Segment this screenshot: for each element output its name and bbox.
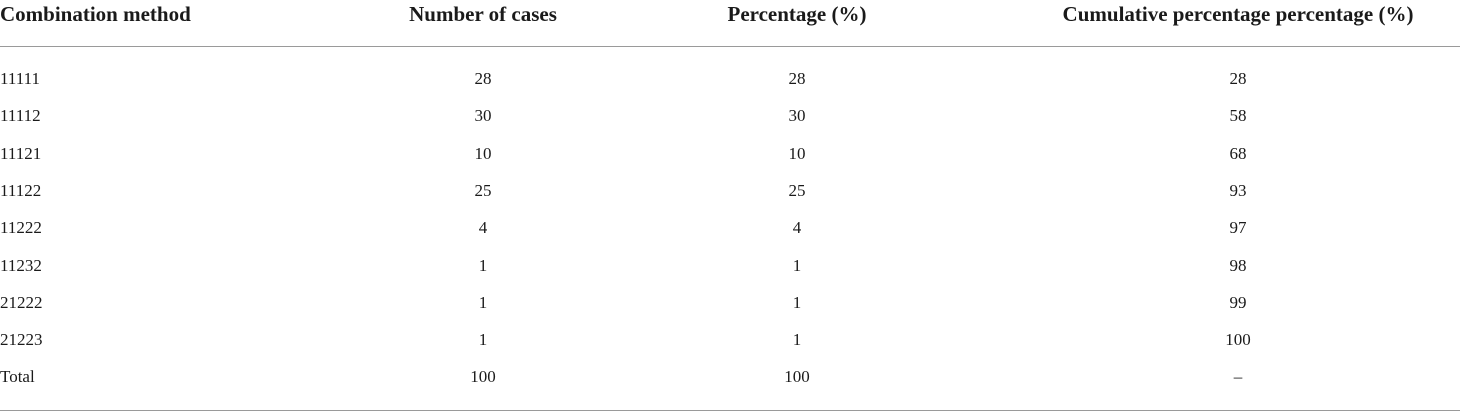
table-cell: 1: [792, 330, 802, 350]
table-cell: 4: [792, 218, 802, 238]
table-cell: 25: [788, 180, 806, 200]
table-cell: 11111: [0, 69, 40, 88]
table-cell: 10: [474, 143, 492, 163]
table-cell: 1: [792, 255, 802, 275]
table-cell: 100: [470, 367, 496, 387]
table-cell: 30: [788, 106, 806, 126]
column-header: Percentage (%): [727, 2, 867, 26]
table-cell: 21223: [0, 330, 43, 350]
column-header: Combination method: [0, 2, 191, 26]
table-cell: 98: [1229, 255, 1247, 275]
table-cell: 28: [474, 69, 492, 88]
table-cell: 1: [792, 292, 802, 312]
table-cell: 21222: [0, 292, 43, 312]
table-cell: 11112: [0, 106, 41, 126]
table-cell: 100: [784, 367, 810, 387]
table-cell: 11121: [0, 143, 42, 163]
bottom-rule: [0, 410, 1460, 411]
table-cell: 97: [1229, 218, 1247, 238]
table-cell: 25: [474, 180, 492, 200]
table-cell: 30: [474, 106, 492, 126]
table-cell: 11232: [0, 255, 42, 275]
table-cell: 68: [1229, 143, 1247, 163]
table-cell: 11222: [0, 218, 42, 238]
table-cell: 4: [478, 218, 488, 238]
header-rule: [0, 46, 1460, 47]
table-cell: 28: [1229, 69, 1247, 88]
column-header: Cumulative percentage percentage (%): [1062, 2, 1414, 26]
table-cell: 93: [1229, 180, 1247, 200]
table-cell: 28: [788, 69, 806, 88]
table-cell: 1: [478, 330, 488, 350]
column-header: Number of cases: [409, 2, 557, 26]
table-cell: 58: [1229, 106, 1247, 126]
table-cell: 1: [478, 292, 488, 312]
table-cell: 10: [788, 143, 806, 163]
table-cell: 99: [1229, 292, 1247, 312]
table-cell: 100: [1225, 330, 1251, 350]
table-cell: 11122: [0, 180, 42, 200]
table-cell: –: [1233, 367, 1243, 387]
table-cell: 1: [478, 255, 488, 275]
table-cell: Total: [0, 367, 35, 387]
